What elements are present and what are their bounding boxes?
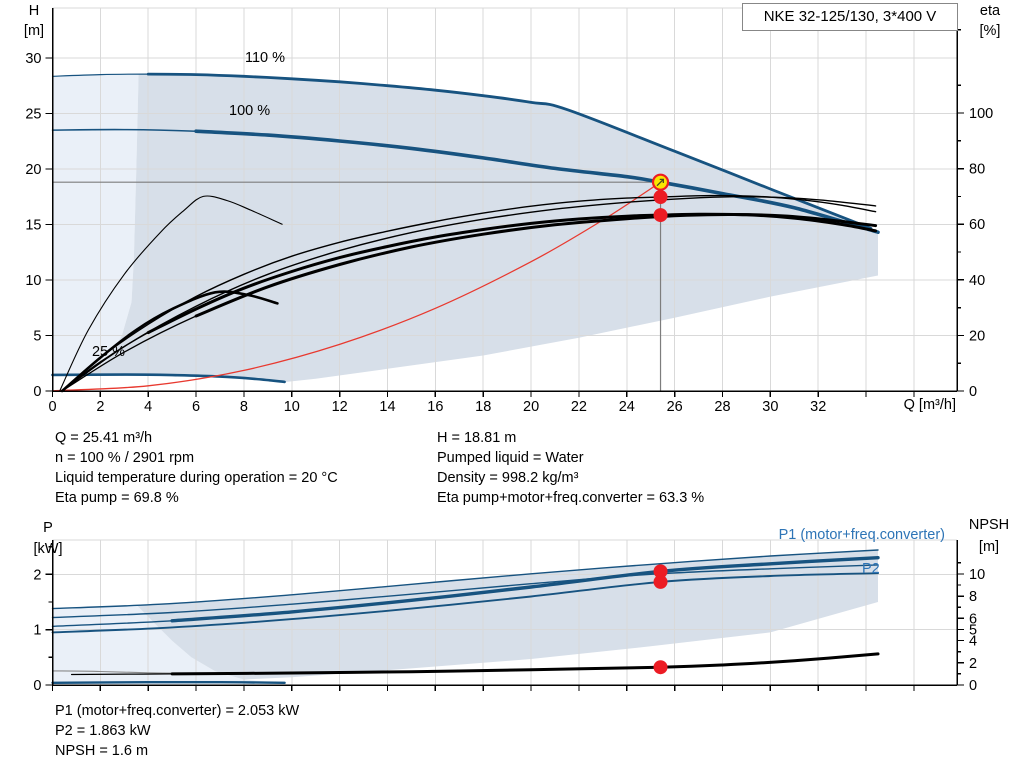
curve-system-curve <box>51 181 662 392</box>
y-right-tick-label: 40 <box>969 273 985 289</box>
curve-p-curve-25 <box>51 680 286 684</box>
readout-liquid: Pumped liquid = Water <box>437 450 584 466</box>
operating-point-dot <box>653 574 668 589</box>
pump-type-label: NKE 32-125/130, 3*400 V <box>763 8 937 25</box>
x-tick-label: 0 <box>48 399 56 415</box>
curve-npsh-curve-100 <box>170 652 880 676</box>
curve-p2-curve-100 <box>51 572 879 634</box>
y-left-tick-label: 5 <box>33 328 41 344</box>
p1-curve-label: P1 (motor+freq.converter) <box>778 527 945 543</box>
y-left-tick-label: 0 <box>33 384 41 400</box>
readout-eta-pump: Eta pump = 69.8 % <box>55 490 179 506</box>
y-left-tick-label: 20 <box>25 162 41 178</box>
readout-p2: P2 = 1.863 kW <box>55 723 151 739</box>
hq-chart: 0 2 4 6 8 10 12 14 16 18 20 22 24 26 28 30 3205101520253… <box>25 7 993 415</box>
curve-eta-pump-50 <box>59 195 283 392</box>
operating-point-dot <box>653 189 668 204</box>
q-axis-label: Q [m³/h] <box>903 397 956 413</box>
x-tick-label: 26 <box>667 399 683 415</box>
curve-eta-total-110 <box>194 212 878 318</box>
curve-eta-pump-110 <box>61 195 877 392</box>
curve-h-curve-100 <box>194 129 880 234</box>
y-left-tick-label: 10 <box>25 273 41 289</box>
y-left-tick-label: 15 <box>25 217 41 233</box>
x-tick-label: 16 <box>427 399 443 415</box>
eta-axis-label: eta <box>979 3 1001 19</box>
readout-p1: P1 (motor+freq.converter) = 2.053 kW <box>55 703 300 719</box>
x-tick-label: 32 <box>810 399 826 415</box>
y-right-tick-label: 80 <box>969 162 985 178</box>
speed-25-label: 25 % <box>92 344 126 360</box>
npsh-axis-label: NPSH <box>968 517 1010 533</box>
x-tick-label: 2 <box>96 399 104 415</box>
x-tick-label: 12 <box>332 399 348 415</box>
readout-temperature: Liquid temperature during operation = 20… <box>55 470 338 486</box>
y-right-tick-label: 2 <box>969 656 977 672</box>
speed-100-label: 100 % <box>229 103 271 119</box>
y-left-tick-label: 1 <box>33 623 41 639</box>
curve-h-curve-110 <box>146 72 873 230</box>
readout-npsh: NPSH = 1.6 m <box>55 743 149 759</box>
y-right-tick-label: 10 <box>969 567 985 583</box>
x-tick-label: 10 <box>284 399 300 415</box>
x-tick-label: 14 <box>379 399 395 415</box>
operating-point-dot <box>653 660 668 675</box>
y-left-tick-label: 30 <box>25 51 41 67</box>
duty-point-arrow-icon <box>656 178 664 187</box>
y-right-tick-label: 100 <box>969 106 993 122</box>
y-right-tick-label: 0 <box>969 384 977 400</box>
pump-type-box: NKE 32-125/130, 3*400 V <box>742 3 958 31</box>
y-left-tick-label: 0 <box>33 678 41 694</box>
x-tick-label: 8 <box>240 399 248 415</box>
curve-p2-curve-110 <box>51 564 879 619</box>
x-tick-label: 22 <box>571 399 587 415</box>
p2-curve-label: P2 <box>862 561 880 577</box>
y-right-tick-label: 8 <box>969 589 977 605</box>
power-outside-preferred <box>52 604 285 684</box>
power-envelope <box>136 550 879 680</box>
eta-axis-unit: [%] <box>979 23 1001 39</box>
operating-point-dot <box>653 564 668 579</box>
curve-h-curve-25 <box>51 373 286 384</box>
x-tick-label: 30 <box>762 399 778 415</box>
x-tick-label: 6 <box>192 399 200 415</box>
y-left-tick-label: 2 <box>33 567 41 583</box>
curve-p1-curve-100 <box>170 556 880 623</box>
y-right-tick-label: 6 <box>969 611 977 627</box>
curve-p1-curve-110 <box>51 549 879 610</box>
y-right-tick-label: 60 <box>969 217 985 233</box>
readout-eta-total: Eta pump+motor+freq.converter = 63.3 % <box>437 490 705 506</box>
y-right-tick-label: 20 <box>969 328 985 344</box>
readout-density: Density = 998.2 kg/m³ <box>437 470 579 486</box>
readout-speed: n = 100 % / 2901 rpm <box>55 450 195 466</box>
p-axis-label: P <box>43 520 53 536</box>
x-tick-label: 18 <box>475 399 491 415</box>
speed-110-label: 110 % <box>245 50 286 66</box>
x-tick-label: 20 <box>523 399 539 415</box>
h-axis-label: H <box>28 3 40 19</box>
operating-envelope <box>77 74 879 383</box>
npsh-axis-unit: [m] <box>978 539 1000 555</box>
y-right-tick-label: 0 <box>969 678 977 694</box>
x-tick-label: 4 <box>144 399 152 415</box>
readout-h: H = 18.81 m <box>437 430 517 446</box>
y-left-tick-label: 25 <box>25 106 41 122</box>
h-axis-unit: [m] <box>23 23 45 39</box>
x-tick-label: 24 <box>619 399 635 415</box>
y-right-tick-label: 4 <box>969 634 977 650</box>
power-chart: 0 1 2 0 2 456 8 10 <box>33 539 985 694</box>
readout-q: Q = 25.41 m³/h <box>55 430 153 446</box>
x-tick-label: 28 <box>714 399 730 415</box>
operating-point-dot <box>653 208 668 223</box>
y-right-tick-label: 5 <box>969 622 977 638</box>
p-axis-unit: [kW] <box>33 541 63 557</box>
